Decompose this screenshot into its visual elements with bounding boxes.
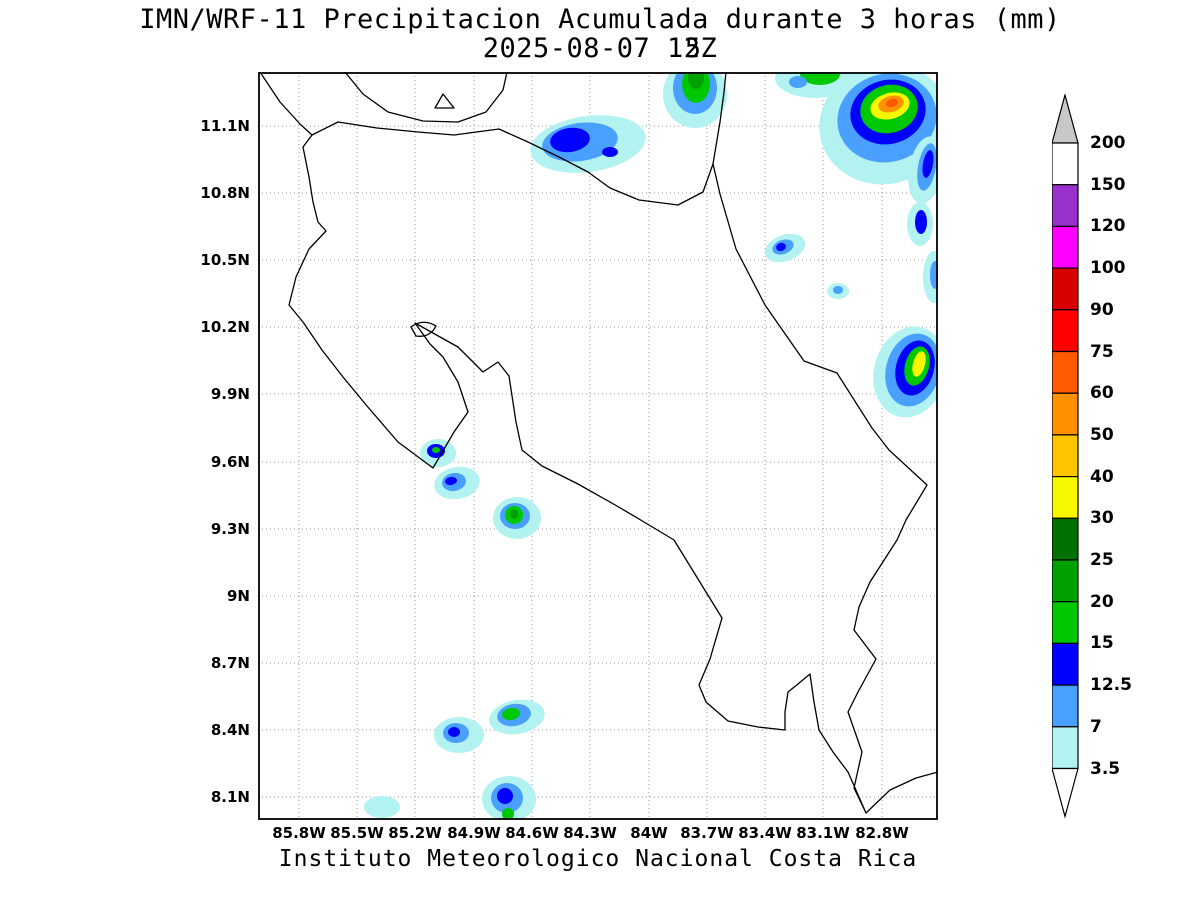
colorbar-level-label: 40 xyxy=(1090,466,1114,487)
colorbar-segment xyxy=(1052,184,1079,227)
precip-contour xyxy=(602,147,618,157)
colorbar-segment xyxy=(1052,392,1079,436)
colorbar-segment xyxy=(1052,267,1079,311)
precip-contour xyxy=(776,242,786,252)
colorbar-level-label: 200 xyxy=(1090,133,1126,153)
lon-tick-label: 83.7W xyxy=(680,824,734,842)
coastline xyxy=(288,121,928,814)
precipitation-map xyxy=(258,72,938,820)
colorbar-level-label: 7 xyxy=(1090,716,1102,737)
lon-tick-label: 85.5W xyxy=(330,824,384,842)
colorbar-level-label: 150 xyxy=(1090,174,1126,195)
lon-tick-label: 85.2W xyxy=(388,824,442,842)
coastline xyxy=(344,72,508,123)
map-frame xyxy=(258,72,938,820)
precip-contour xyxy=(502,808,514,820)
lon-tick-label: 83.4W xyxy=(738,824,792,842)
colorbar-segment xyxy=(1052,434,1079,478)
colorbar-level-label: 25 xyxy=(1090,550,1114,570)
colorbar-segment xyxy=(1052,142,1079,186)
colorbar-segment xyxy=(1052,559,1079,603)
lon-tick-label: 84W xyxy=(630,824,668,842)
precip-contour xyxy=(886,98,898,108)
precip-contour xyxy=(688,72,704,89)
colorbar-segment xyxy=(1052,601,1079,645)
precip-contour xyxy=(502,707,520,721)
precip-contour xyxy=(922,150,934,178)
colorbar-segment xyxy=(1052,309,1079,353)
precip-contour xyxy=(445,476,457,486)
colorbar-segment xyxy=(1052,476,1079,519)
precip-contour xyxy=(364,796,400,818)
precip-contour xyxy=(833,286,843,294)
lat-tick-label: 8.7N xyxy=(210,654,250,672)
colorbar-segment xyxy=(1052,517,1079,561)
colorbar-segment xyxy=(1052,642,1079,686)
lat-tick-label: 9.9N xyxy=(210,385,250,403)
colorbar-level-label: 30 xyxy=(1090,508,1114,529)
lon-tick-label: 82.8W xyxy=(855,824,909,842)
lat-tick-label: 9.3N xyxy=(210,520,250,538)
lon-tick-label: 83.1W xyxy=(796,824,850,842)
lat-tick-label: 8.1N xyxy=(210,788,250,806)
colorbar-under-arrow xyxy=(1052,767,1079,819)
colorbar-level-label: 20 xyxy=(1090,591,1114,612)
colorbar-level-label: 3.5 xyxy=(1090,758,1121,779)
colorbar-scale xyxy=(1052,94,1079,819)
lat-tick-label: 9N xyxy=(227,587,250,605)
lat-tick-label: 9.6N xyxy=(210,453,250,471)
precip-contour xyxy=(497,788,513,804)
lon-tick-label: 85.8W xyxy=(272,824,326,842)
colorbar-segment xyxy=(1052,726,1079,770)
coastline xyxy=(434,93,455,109)
lat-tick-label: 11.1N xyxy=(200,117,250,135)
lat-tick-label: 10.5N xyxy=(200,251,250,269)
lon-tick-label: 84.9W xyxy=(447,824,501,842)
map-area xyxy=(258,72,938,820)
coastline xyxy=(410,321,437,337)
colorbar-level-label: 15 xyxy=(1090,633,1114,654)
precip-contour xyxy=(448,727,460,737)
lon-tick-label: 84.3W xyxy=(563,824,617,842)
colorbar-level-label: 90 xyxy=(1090,299,1114,320)
lat-tick-label: 10.2N xyxy=(200,318,250,336)
lat-tick-label: 8.4N xyxy=(210,721,250,739)
coastline xyxy=(865,771,938,814)
subtitle-hour-overlap-digit: 5 xyxy=(684,33,702,64)
precip-contour xyxy=(789,76,807,88)
precip-contour xyxy=(800,72,840,85)
chart-title: IMN/WRF-11 Precipitacion Acumulada duran… xyxy=(139,4,1061,35)
precip-contour xyxy=(912,351,926,377)
colorbar: 200 150 120 100 90 75 60 50 40 30 25 20 15 12.5 7 3.5 xyxy=(1052,94,1198,834)
colorbar-level-label: 50 xyxy=(1090,424,1114,445)
precip-contour xyxy=(510,509,518,519)
colorbar-level-label: 100 xyxy=(1090,258,1126,279)
colorbar-segment xyxy=(1052,225,1079,269)
colorbar-level-label: 120 xyxy=(1090,216,1126,237)
colorbar-over-arrow xyxy=(1052,94,1079,144)
precip-contour xyxy=(432,447,440,453)
lon-tick-label: 84.6W xyxy=(505,824,559,842)
precip-contour xyxy=(930,261,938,289)
coastline xyxy=(259,72,313,136)
precip-contour xyxy=(550,127,590,153)
colorbar-level-label: 60 xyxy=(1090,383,1114,404)
subtitle-hour-digit: 2 xyxy=(683,33,701,64)
colorbar-segment xyxy=(1052,684,1079,728)
colorbar-level-label: 75 xyxy=(1090,341,1114,362)
subtitle-hour-suffix: Z xyxy=(700,33,718,64)
caption: Instituto Meteorologico Nacional Costa R… xyxy=(278,846,918,872)
precip-contour xyxy=(915,210,927,234)
colorbar-level-label: 12.5 xyxy=(1090,675,1132,696)
chart-subtitle-date: 2025-08-07 12 5 Z xyxy=(0,33,1200,64)
subtitle-date-prefix: 2025-08-07 1 xyxy=(482,33,684,64)
coastline xyxy=(712,72,727,165)
colorbar-segment xyxy=(1052,350,1079,394)
lat-tick-label: 10.8N xyxy=(200,184,250,202)
